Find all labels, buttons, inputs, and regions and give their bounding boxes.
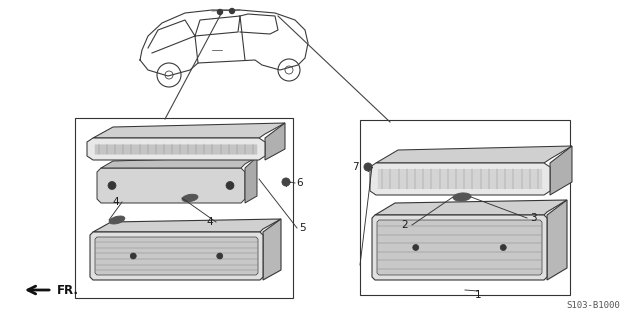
Polygon shape (375, 200, 567, 215)
Circle shape (218, 10, 223, 14)
Circle shape (108, 182, 116, 189)
Polygon shape (370, 163, 550, 195)
Text: FR.: FR. (57, 284, 79, 296)
Text: 3: 3 (530, 213, 536, 223)
Polygon shape (93, 123, 285, 138)
Circle shape (226, 182, 234, 189)
Bar (75, 118, 293, 298)
Text: S103-B1000: S103-B1000 (566, 301, 620, 310)
Circle shape (230, 9, 234, 13)
Polygon shape (265, 123, 285, 160)
Polygon shape (376, 146, 572, 163)
Polygon shape (372, 215, 547, 280)
Polygon shape (550, 146, 572, 195)
Polygon shape (90, 232, 263, 280)
Text: 4: 4 (113, 197, 119, 207)
Text: 2: 2 (402, 220, 408, 230)
Circle shape (413, 244, 419, 250)
Circle shape (217, 253, 223, 259)
Polygon shape (245, 157, 257, 203)
Text: 7: 7 (352, 162, 358, 172)
Polygon shape (377, 220, 542, 275)
Polygon shape (97, 168, 245, 203)
Circle shape (131, 253, 136, 259)
Polygon shape (93, 219, 281, 232)
Text: 5: 5 (299, 223, 305, 233)
Polygon shape (101, 157, 257, 168)
Bar (360, 120, 570, 295)
Polygon shape (263, 219, 281, 280)
Polygon shape (87, 138, 265, 160)
Ellipse shape (182, 194, 198, 202)
Polygon shape (547, 200, 567, 280)
Circle shape (282, 178, 290, 186)
Ellipse shape (453, 193, 471, 201)
Text: 1: 1 (475, 290, 481, 300)
Circle shape (364, 163, 372, 171)
Text: 6: 6 (297, 178, 303, 188)
Text: 4: 4 (207, 217, 213, 227)
Polygon shape (95, 237, 258, 275)
Circle shape (500, 244, 506, 250)
Ellipse shape (109, 216, 125, 224)
